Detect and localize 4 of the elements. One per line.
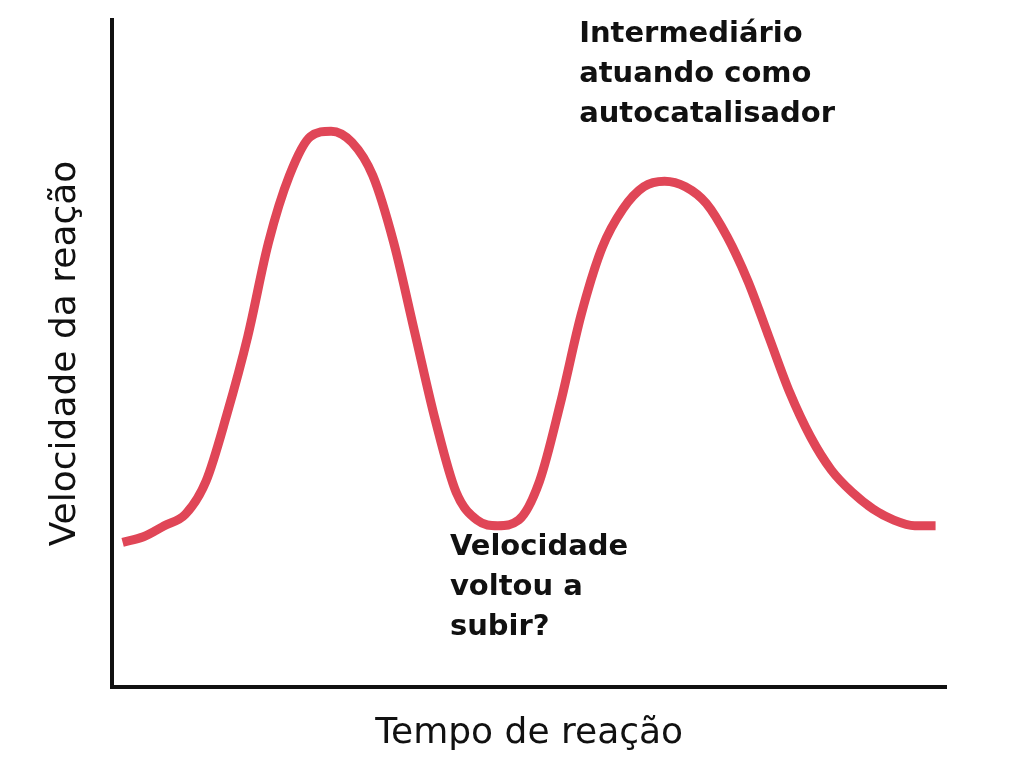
x-axis-title: Tempo de reação [374,709,684,751]
annotation: Velocidade voltou a subir? [449,528,629,643]
text: Intermediário atuando como autocatalisador [579,15,836,130]
y-axis-title: Velocidade da reação [41,160,83,547]
